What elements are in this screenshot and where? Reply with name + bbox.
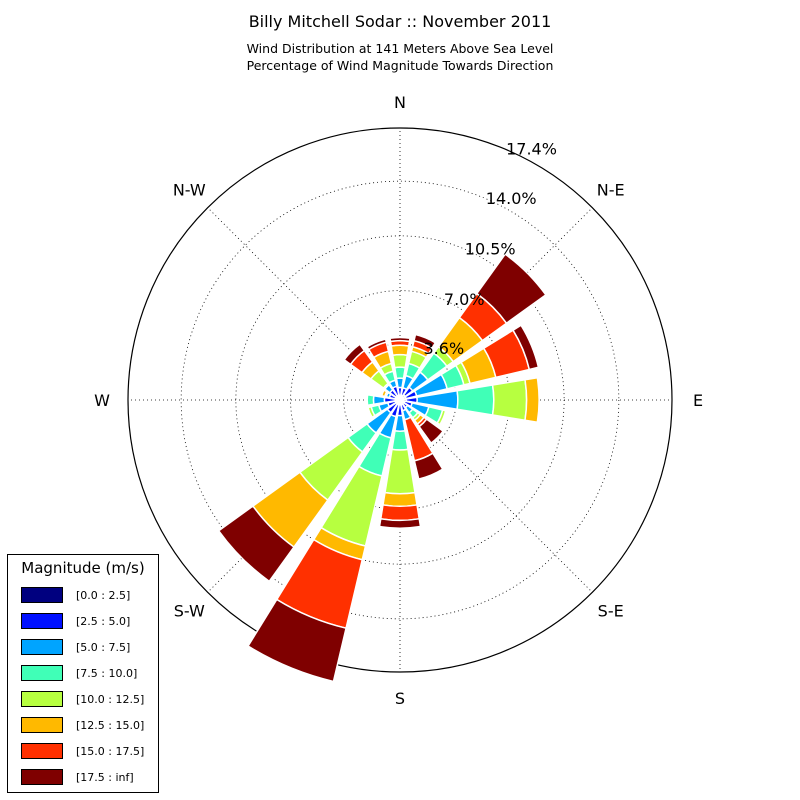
bar-sector-1-bin-7 xyxy=(413,333,437,350)
ring-label: 17.4% xyxy=(506,140,557,159)
direction-label-n-w: N-W xyxy=(173,180,206,199)
grid-spoke xyxy=(399,399,593,593)
ring-label: 10.5% xyxy=(465,239,516,258)
legend-title: Magnitude (m/s) xyxy=(21,559,145,577)
bar-sector-9-bin-7 xyxy=(247,598,347,683)
legend-item: [10.0 : 12.5] xyxy=(21,691,161,707)
bar-sector-8-bin-6 xyxy=(379,504,421,522)
bar-sector-2-bin-7 xyxy=(475,253,547,325)
grid-ring xyxy=(180,180,620,620)
direction-label-s-w: S-W xyxy=(174,602,205,621)
bar-sector-13-bin-5 xyxy=(380,389,388,398)
legend-swatch xyxy=(21,691,63,707)
legend-item: [0.0 : 2.5] xyxy=(21,587,161,603)
bar-sector-12-bin-3 xyxy=(366,393,375,407)
direction-label-n: N xyxy=(394,93,406,112)
bar-sector-4-bin-4 xyxy=(491,378,528,422)
bar-sector-4-bin-3 xyxy=(456,384,495,416)
bar-sector-3-bin-7 xyxy=(512,324,540,371)
bar-sector-8-bin-3 xyxy=(391,429,409,451)
legend-label: [7.5 : 10.0] xyxy=(76,667,138,680)
legend-label: [2.5 : 5.0] xyxy=(76,615,131,628)
bar-sector-10-bin-7 xyxy=(217,505,295,583)
ring-label: 14.0% xyxy=(486,189,537,208)
bar-sector-0-bin-4 xyxy=(391,353,409,369)
bar-sector-8-bin-7 xyxy=(378,517,422,529)
bar-sector-15-bin-7 xyxy=(366,338,388,351)
legend-label: [15.0 : 17.5] xyxy=(76,745,145,758)
legend-item: [7.5 : 10.0] xyxy=(21,665,161,681)
legend-item: [15.0 : 17.5] xyxy=(21,743,161,759)
ring-label: 3.6% xyxy=(424,339,465,358)
legend-swatch xyxy=(21,665,63,681)
wind-rose-bars xyxy=(217,253,547,683)
legend-item: [2.5 : 5.0] xyxy=(21,613,161,629)
bar-sector-6-bin-7 xyxy=(418,418,445,445)
outer-ring xyxy=(127,127,673,673)
legend-label: [5.0 : 7.5] xyxy=(76,641,131,654)
legend-label: [0.0 : 2.5] xyxy=(76,589,131,602)
bar-sector-5-bin-4 xyxy=(436,409,447,426)
bar-sector-4-bin-5 xyxy=(524,376,540,424)
chart-subtitle-2: Percentage of Wind Magnitude Towards Dir… xyxy=(246,58,554,73)
axis-labels: N N-E E S-E S S-W W N-W 3.6% 7.0% 10.5% 14.0% 17.4% xyxy=(94,93,703,708)
direction-label-e: E xyxy=(693,391,703,410)
bar-sector-0-bin-2 xyxy=(395,377,405,389)
bar-sector-11-bin-4 xyxy=(367,405,376,419)
legend-swatch xyxy=(21,639,63,655)
direction-label-s: S xyxy=(395,689,405,708)
legend-label: [17.5 : inf] xyxy=(76,771,134,784)
bar-sector-8-bin-4 xyxy=(384,448,416,495)
bar-sector-12-bin-2 xyxy=(372,394,386,406)
legend-swatch xyxy=(21,613,63,629)
chart-subtitle-1: Wind Distribution at 141 Meters Above Se… xyxy=(246,41,554,56)
bar-sector-14-bin-7 xyxy=(343,343,366,366)
direction-label-s-e: S-E xyxy=(598,602,624,621)
legend-swatch xyxy=(21,743,63,759)
bar-sector-8-bin-5 xyxy=(382,491,418,508)
grid-spoke xyxy=(207,207,401,401)
legend-swatch xyxy=(21,587,63,603)
legend-swatch xyxy=(21,769,63,785)
bar-sector-0-bin-7 xyxy=(389,336,411,343)
legend-item: [17.5 : inf] xyxy=(21,769,161,785)
direction-label-w: W xyxy=(94,391,110,410)
legend-swatch xyxy=(21,717,63,733)
legend: Magnitude (m/s) [0.0 : 2.5] [2.5 : 5.0] [5… xyxy=(7,554,159,793)
bar-sector-7-bin-7 xyxy=(413,452,444,481)
legend-item: [5.0 : 7.5] xyxy=(21,639,161,655)
legend-item: [12.5 : 15.0] xyxy=(21,717,161,733)
direction-label-n-e: N-E xyxy=(597,180,625,199)
bar-sector-0-bin-5 xyxy=(390,344,410,357)
legend-label: [12.5 : 15.0] xyxy=(76,719,145,732)
ring-label: 7.0% xyxy=(444,290,485,309)
chart-title: Billy Mitchell Sodar :: November 2011 xyxy=(248,12,552,31)
legend-label: [10.0 : 12.5] xyxy=(76,693,145,706)
bar-sector-0-bin-3 xyxy=(393,366,407,380)
